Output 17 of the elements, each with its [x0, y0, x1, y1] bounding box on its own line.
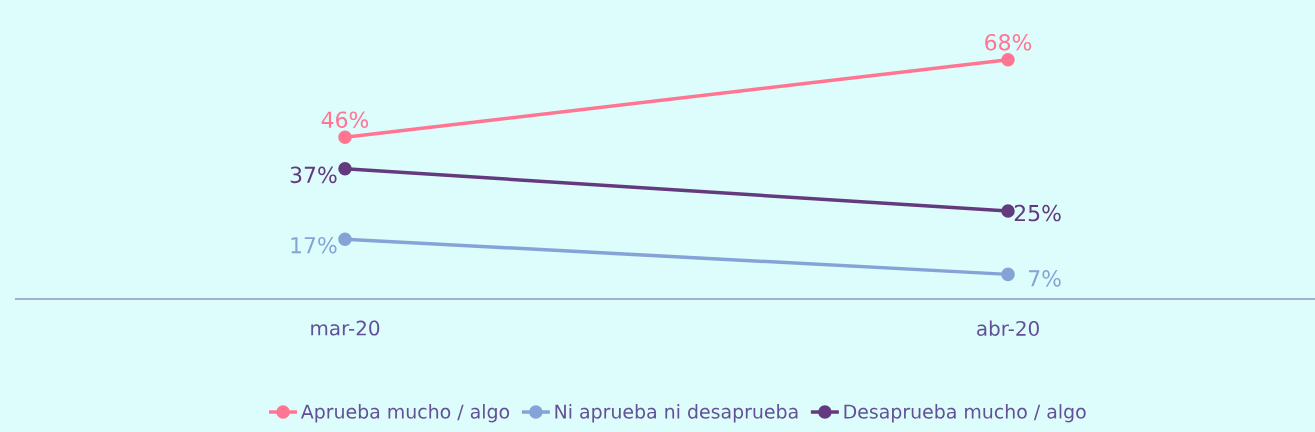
legend-label: Ni aprueba ni desaprueba	[555, 404, 798, 423]
x-tick-label: mar-20	[311, 320, 380, 336]
data-label: 17%	[291, 236, 337, 254]
point	[1001, 204, 1015, 218]
data-label: 37%	[290, 166, 337, 184]
point	[338, 162, 352, 176]
point	[1001, 267, 1015, 282]
legend-label: Aprueba mucho / algo	[300, 404, 510, 423]
data-label: 46%	[321, 111, 369, 128]
data-label: 68%	[985, 34, 1032, 51]
point	[338, 130, 352, 144]
point	[338, 232, 352, 246]
x-tick-label: abr-20	[977, 320, 1039, 336]
data-label: 25%	[1014, 204, 1061, 222]
point	[1001, 53, 1015, 67]
data-label: 7%	[1029, 270, 1061, 287]
legend-label: Desaprueba mucho / algo	[844, 404, 1086, 423]
